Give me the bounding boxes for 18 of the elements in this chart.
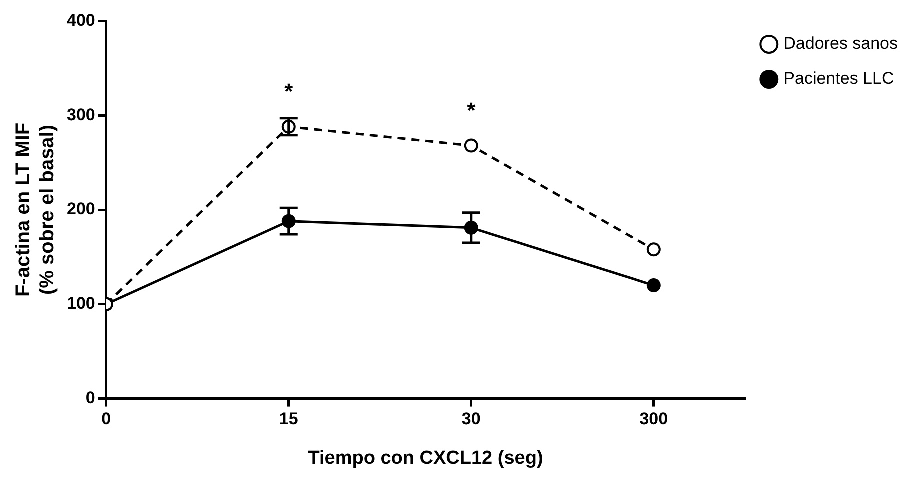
x-tick-label: 300 xyxy=(640,410,668,429)
x-tick-label: 0 xyxy=(102,410,112,429)
x-tick-label: 30 xyxy=(462,410,481,429)
x-tick-label: 15 xyxy=(279,410,298,429)
annotation: * xyxy=(284,78,294,104)
y-tick-label: 0 xyxy=(86,388,96,408)
y-tick-label: 100 xyxy=(66,294,96,314)
point xyxy=(646,242,661,257)
annotation: * xyxy=(467,98,476,123)
y-tick-label: 200 xyxy=(66,200,96,219)
y-tick-label: 300 xyxy=(66,105,96,124)
y-axis-title: F-actina en LT MIF (% sobre el basal) xyxy=(12,122,59,298)
point xyxy=(464,138,478,153)
y-tick-label: 400 xyxy=(66,10,96,30)
legend-label: Dadores sanos xyxy=(784,34,898,54)
point xyxy=(646,278,661,293)
x-axis-title: Tiempo con CXCL12 (seg) xyxy=(308,448,544,469)
legend-label: Pacientes LLC xyxy=(784,69,894,88)
